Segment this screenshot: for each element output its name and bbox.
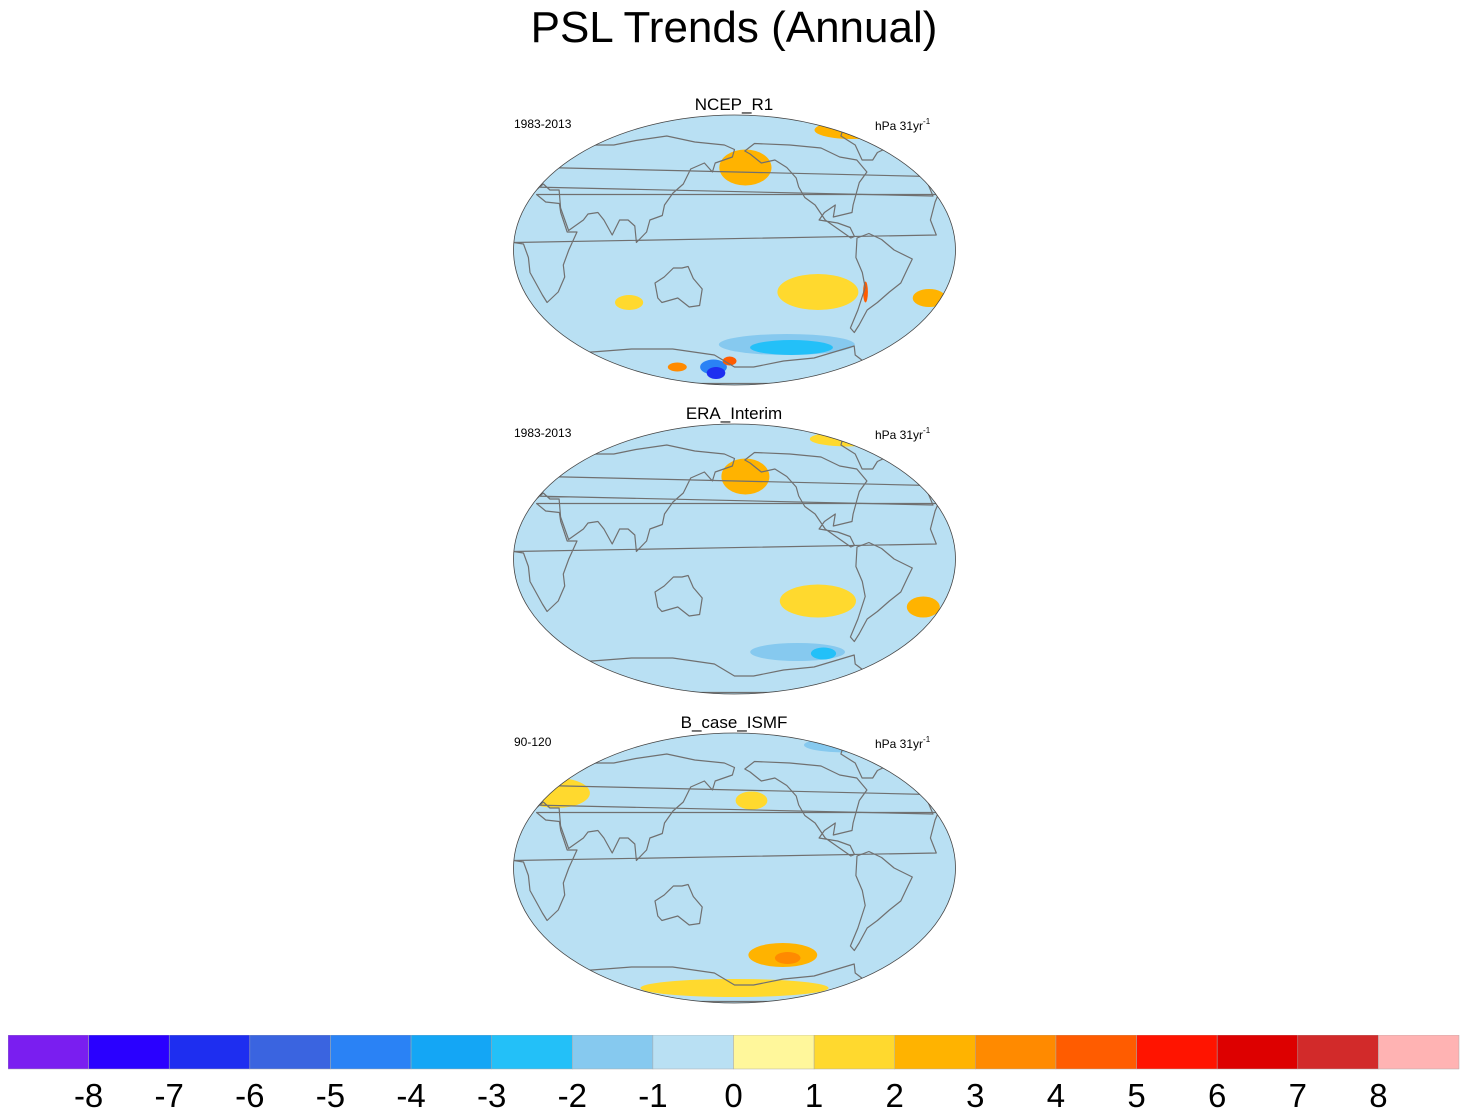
trend-region-9 — [706, 367, 726, 379]
trend-region-12 — [667, 362, 687, 372]
coast-south-america — [849, 541, 913, 643]
trend-region-2 — [640, 979, 829, 997]
panel-title: ERA_Interim — [685, 404, 783, 423]
colorbar-box-14 — [1136, 1035, 1218, 1070]
colorbar-tick-label: -4 — [396, 1077, 425, 1113]
coast-australia — [654, 574, 703, 617]
trend-region-5 — [615, 295, 644, 310]
colorbar-box-0 — [8, 1035, 89, 1070]
panel-units-label: hPa 31yr-1 — [875, 733, 930, 751]
trend-region-6 — [888, 476, 921, 507]
panel-period-label: 90-120 — [514, 735, 552, 749]
colorbar-tick-label: 4 — [1047, 1077, 1065, 1113]
map-ncep-r1 — [513, 114, 956, 386]
panel-units-label: hPa 31yr-1 — [875, 115, 930, 133]
units-exponent: -1 — [923, 735, 931, 744]
colorbar-box-1 — [88, 1035, 170, 1070]
trend-region-3 — [804, 737, 888, 753]
map-border — [513, 732, 956, 1004]
units-text: hPa 31yr — [875, 428, 924, 442]
trend-region-7 — [750, 340, 833, 355]
colorbar-tick-label: 6 — [1208, 1077, 1226, 1113]
colorbar-tick-label: 8 — [1369, 1077, 1387, 1113]
colorbar: -8 -7 -6 -5 -4 -3 -2 -1 0 1 2 3 4 5 6 7 8 — [8, 1035, 1460, 1113]
colorbar-tick-label: -7 — [155, 1077, 184, 1113]
map-border — [513, 423, 956, 695]
coast-north-america — [744, 142, 868, 239]
colorbar-tick-label: 0 — [724, 1077, 742, 1113]
coast-australia — [654, 883, 703, 926]
colorbar-tick-label: 7 — [1289, 1077, 1307, 1113]
colorbar-tick-label: 2 — [886, 1077, 904, 1113]
units-exponent: -1 — [923, 117, 931, 126]
map-background — [513, 424, 956, 694]
units-text: hPa 31yr — [875, 737, 924, 751]
trend-region-10 — [722, 356, 737, 366]
trend-region-4 — [912, 289, 946, 307]
colorbar-box-15 — [1216, 1035, 1299, 1070]
colorbar-tick-label: -6 — [235, 1077, 264, 1113]
trend-region-11 — [863, 281, 868, 303]
units-exponent: -1 — [923, 426, 931, 435]
map-background — [513, 115, 956, 385]
coast-africa — [513, 502, 939, 613]
coast-south-america — [849, 850, 913, 952]
panel-period-label: 1983-2013 — [514, 117, 572, 131]
colorbar-box-6 — [491, 1035, 573, 1070]
coast-africa — [513, 193, 939, 304]
map-era-interim — [513, 423, 956, 695]
coast-australia — [654, 265, 703, 308]
colorbar-tick-label: 1 — [805, 1077, 823, 1113]
trend-region-3 — [809, 431, 885, 447]
coast-north-america — [744, 451, 868, 548]
colorbar-box-12 — [975, 1035, 1057, 1070]
map-border — [513, 114, 956, 386]
trend-region-14 — [559, 148, 568, 157]
colorbar-box-8 — [652, 1035, 734, 1070]
colorbar-tick-label: -1 — [638, 1077, 667, 1113]
colorbar-box-17 — [1378, 1035, 1460, 1070]
colorbar-tick-label: -2 — [558, 1077, 587, 1113]
coast-africa — [513, 811, 939, 922]
colorbar-box-9 — [733, 1035, 815, 1070]
colorbar-tick-label: 3 — [966, 1077, 984, 1113]
coast-south-america — [849, 232, 913, 334]
map-background — [513, 733, 956, 1003]
panel-title: NCEP_R1 — [694, 95, 774, 114]
trend-region-5 — [523, 778, 590, 808]
units-text: hPa 31yr — [875, 119, 924, 133]
colorbar-box-16 — [1297, 1035, 1379, 1070]
map-b-case-ismf — [513, 732, 956, 1004]
panel-period-label: 1983-2013 — [514, 426, 572, 440]
colorbar-box-11 — [894, 1035, 976, 1070]
chart-title: PSL Trends (Annual) — [530, 3, 938, 52]
trend-region-2 — [814, 121, 890, 139]
trend-region-5 — [810, 647, 837, 660]
trend-region-13 — [886, 167, 923, 198]
trend-region-0 — [721, 458, 770, 495]
colorbar-tick-label: -8 — [74, 1077, 103, 1113]
colorbar-tick-label: -3 — [477, 1077, 506, 1113]
coast-north-america — [744, 760, 868, 857]
colorbar-box-7 — [572, 1035, 654, 1070]
trend-region-4 — [628, 931, 684, 949]
colorbar-box-3 — [249, 1035, 331, 1070]
panel-units-label: hPa 31yr-1 — [875, 424, 930, 442]
panel-title: B_case_ISMF — [680, 713, 788, 732]
colorbar-box-5 — [410, 1035, 492, 1070]
trend-region-2 — [906, 596, 940, 618]
colorbar-box-13 — [1055, 1035, 1137, 1070]
trend-region-6 — [735, 791, 768, 810]
colorbar-tick-label: 5 — [1127, 1077, 1145, 1113]
trend-region-1 — [719, 149, 772, 186]
trend-region-1 — [779, 584, 856, 618]
colorbar-box-2 — [168, 1035, 251, 1070]
colorbar-box-10 — [813, 1035, 895, 1070]
colorbar-box-4 — [330, 1035, 412, 1070]
trend-region-0 — [777, 274, 859, 310]
trend-region-1 — [774, 952, 801, 964]
colorbar-tick-label: -5 — [316, 1077, 345, 1113]
